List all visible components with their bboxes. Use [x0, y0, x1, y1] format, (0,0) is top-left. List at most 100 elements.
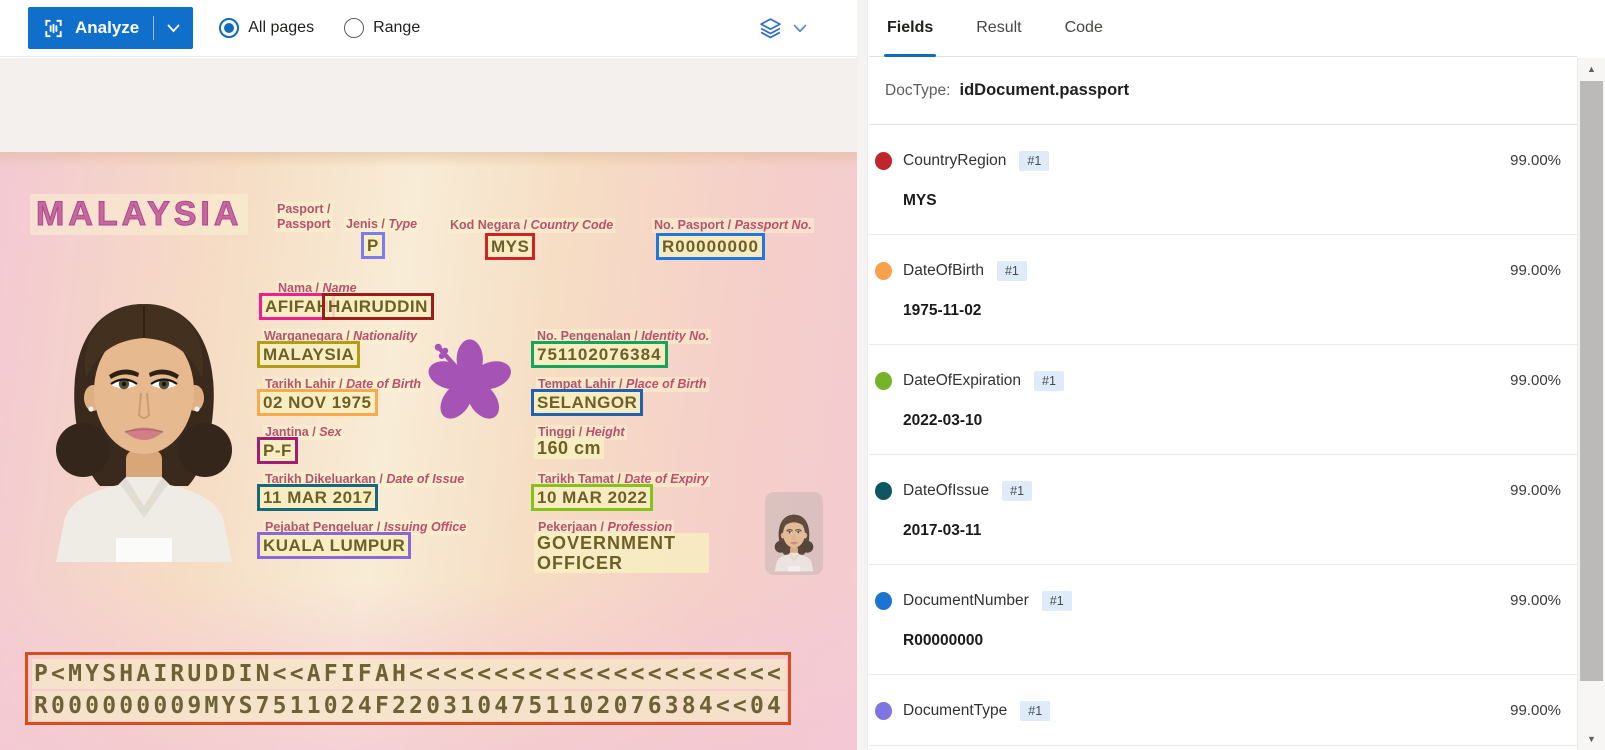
identity-no-label: No. Pengenalan / Identity No.	[535, 329, 712, 344]
panel-divider	[857, 0, 868, 750]
field-instance-badge: #1	[1020, 701, 1051, 721]
field-row-country-region[interactable]: CountryRegion #1 99.00% MYS	[869, 125, 1577, 235]
all-pages-radio-label: All pages	[248, 19, 315, 36]
button-divider	[153, 16, 155, 40]
birth-place-label: Tempat Lahir / Place of Birth	[536, 377, 709, 392]
field-row-date-of-birth[interactable]: DateOfBirth #1 99.00% 1975-11-02	[869, 235, 1577, 345]
analyze-button-label: Analyze	[75, 18, 140, 37]
country-code-value-bounding-box[interactable]: MYS	[485, 233, 536, 260]
passport-label: Pasport / Passport	[275, 202, 333, 232]
field-row-date-of-expiration[interactable]: DateOfExpiration #1 99.00% 2022-03-10	[869, 345, 1577, 455]
document-viewer-panel: Analyze All pages Range	[0, 0, 857, 750]
scrollbar-thumb[interactable]	[1580, 81, 1603, 681]
nationality-label: Warganegara / Nationality	[262, 329, 420, 344]
field-instance-badge: #1	[996, 261, 1027, 281]
analyze-button[interactable]: Analyze	[28, 7, 194, 49]
field-confidence: 99.00%	[1510, 592, 1561, 609]
mrz-line-2: R000000009MYS7511024F2203104751102076384…	[32, 691, 787, 721]
expiry-date-label: Tarikh Tamat / Date of Expiry	[536, 472, 711, 487]
passport-image: MALAYSIA Pasport / Passport Jenis / Type…	[0, 152, 857, 750]
birth-date-value-bounding-box[interactable]: 02 NOV 1975	[257, 389, 378, 416]
field-confidence: 99.00%	[1510, 372, 1561, 389]
range-radio[interactable]: Range	[344, 18, 420, 38]
birth-place-value-bounding-box[interactable]: SELANGOR	[531, 389, 644, 416]
field-name: DocumentType	[903, 702, 1008, 719]
field-confidence: 99.00%	[1510, 702, 1561, 719]
doctype-row: DocType: idDocument.passport	[869, 57, 1577, 125]
mrz-line-1: P<MYSHAIRUDDIN<<AFIFAH<<<<<<<<<<<<<<<<<<…	[32, 659, 787, 689]
field-name: DateOfBirth	[903, 262, 984, 279]
tab-result[interactable]: Result	[976, 19, 1022, 36]
field-color-dot	[875, 372, 892, 390]
passport-no-label: No. Pasport / Passport No.	[652, 218, 814, 233]
field-name: DateOfExpiration	[903, 372, 1022, 389]
field-instance-badge: #1	[1002, 481, 1033, 501]
scroll-up-icon[interactable]: ▲	[1587, 64, 1596, 74]
field-color-dot	[875, 482, 892, 500]
sex-label: Jantina / Sex	[263, 425, 344, 440]
field-instance-badge: #1	[1034, 371, 1064, 391]
field-instance-badge: #1	[1041, 591, 1072, 611]
document-canvas[interactable]: MALAYSIA Pasport / Passport Jenis / Type…	[0, 58, 857, 750]
issue-date-value-bounding-box[interactable]: 11 MAR 2017	[257, 484, 379, 511]
analyze-split-chevron-down-icon[interactable]	[154, 24, 193, 33]
issue-date-label: Tarikh Dikeluarkan / Date of Issue	[263, 472, 467, 487]
sex-value-bounding-box[interactable]: P-F	[257, 437, 298, 464]
field-color-dot	[875, 152, 892, 170]
field-value: 2017-03-11	[903, 522, 982, 539]
field-row-document-number[interactable]: DocumentNumber #1 99.00% R00000000	[869, 565, 1577, 675]
field-name: DateOfIssue	[903, 482, 990, 499]
birth-date-label: Tarikh Lahir / Date of Birth	[263, 377, 424, 392]
field-value: 2022-03-10	[903, 412, 983, 429]
field-value: MYS	[903, 192, 937, 209]
profession-label: Pekerjaan / Profession	[536, 520, 675, 535]
last-name-value-bounding-box[interactable]: HAIRUDDIN	[322, 293, 434, 320]
range-radio-label: Range	[373, 19, 421, 36]
nationality-value-bounding-box[interactable]: MALAYSIA	[257, 341, 361, 368]
name-label: Nama / Name	[276, 281, 359, 296]
field-instance-badge: #1	[1019, 151, 1050, 171]
field-confidence: 99.00%	[1510, 262, 1561, 279]
doctype-label: DocType:	[885, 81, 951, 99]
field-name: DocumentNumber	[903, 592, 1029, 609]
field-value: R00000000	[903, 632, 984, 649]
profession-value: GOVERNMENT OFFICER	[534, 533, 709, 573]
field-name: CountryRegion	[903, 152, 1007, 169]
doctype-value: idDocument.passport	[959, 81, 1130, 99]
issuing-office-label: Pejabat Pengeluar / Issuing Office	[263, 520, 469, 535]
field-confidence: 99.00%	[1510, 152, 1561, 169]
scan-icon	[42, 17, 65, 40]
issuing-office-value-bounding-box[interactable]: KUALA LUMPUR	[257, 532, 412, 559]
passport-photo	[30, 278, 258, 564]
field-confidence: 99.00%	[1510, 482, 1561, 499]
first-name-value-bounding-box[interactable]: AFIFAH	[259, 293, 336, 320]
results-scrollbar[interactable]: ▲ ▼	[1577, 58, 1605, 750]
scroll-down-icon[interactable]: ▼	[1587, 734, 1596, 744]
hibiscus-flower-graphic	[424, 328, 512, 426]
passport-no-value-bounding-box[interactable]: R00000000	[656, 233, 765, 260]
field-value: 1975-11-02	[903, 302, 982, 319]
radio-selected-icon	[219, 18, 240, 38]
expiry-date-value-bounding-box[interactable]: 10 MAR 2022	[531, 484, 654, 511]
viewer-toolbar: Analyze All pages Range	[0, 0, 857, 57]
radio-unselected-icon	[344, 18, 365, 38]
tab-fields[interactable]: Fields	[884, 0, 937, 57]
all-pages-radio[interactable]: All pages	[219, 18, 314, 38]
field-row-date-of-issue[interactable]: DateOfIssue #1 99.00% 2017-03-11	[869, 455, 1577, 565]
field-color-dot	[875, 262, 892, 280]
identity-no-value-bounding-box[interactable]: 751102076384	[531, 341, 668, 368]
results-panel: Fields Result Code DocType: idDocument.p…	[869, 0, 1577, 750]
country-code-label: Kod Negara / Country Code	[448, 218, 616, 233]
height-value: 160 cm	[534, 438, 605, 459]
type-value-bounding-box[interactable]: P	[361, 232, 385, 259]
field-row-document-type[interactable]: DocumentType #1 99.00%	[869, 675, 1577, 746]
machine-readable-zone-bounding-box[interactable]: P<MYSHAIRUDDIN<<AFIFAH<<<<<<<<<<<<<<<<<<…	[25, 652, 791, 725]
passport-country-title: MALAYSIA	[30, 194, 249, 235]
results-tabbar: Fields Result Code	[869, 0, 1577, 57]
pages-layers-dropdown[interactable]	[758, 16, 807, 41]
field-color-dot	[875, 702, 892, 720]
layers-icon	[758, 16, 783, 41]
type-label: Jenis / Type	[344, 217, 420, 232]
tab-code[interactable]: Code	[1064, 19, 1103, 36]
